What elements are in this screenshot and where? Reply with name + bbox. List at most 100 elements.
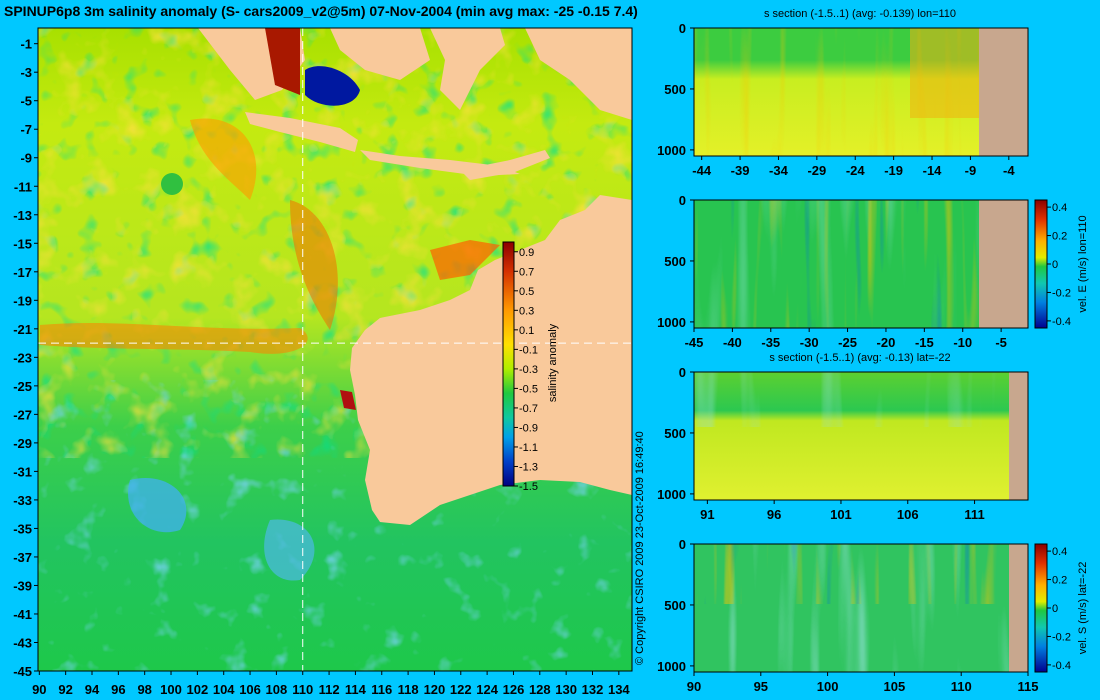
salinity-colorbar-ticks: 0.9 0.7 0.5 0.3 0.1 -0.1 -0.3 -0.5 -0.7 -0.9 -1.1 -… — [514, 247, 538, 493]
map-high-salinity-east — [290, 200, 338, 330]
map-coastal-fresh — [340, 390, 356, 410]
section1-frame — [693, 27, 1029, 157]
velocity-colorbar-tick-label: 0.2 — [1052, 575, 1067, 587]
map-frame — [37, 27, 633, 672]
map-y-tick-label: -27 — [13, 407, 32, 422]
section-x-tick-label: -45 — [685, 335, 704, 350]
map-x-tick-label: 108 — [266, 682, 288, 697]
velocity-s-colorbar-label: vel. S (m/s) lat=-22 — [1077, 562, 1089, 655]
section2-texture-aqua — [694, 200, 979, 328]
section1-plot — [694, 28, 1028, 156]
map-eddy-dot — [161, 173, 183, 195]
section-x-tick-label: 111 — [964, 507, 984, 522]
map-y-tick-label: -25 — [13, 379, 32, 394]
section-x-tick-label: 101 — [830, 507, 852, 522]
map-x-tick-label: 104 — [213, 682, 235, 697]
salinity-colorbar — [502, 241, 515, 487]
section-y-tick-label: 1000 — [657, 487, 686, 502]
section3-frame — [693, 371, 1029, 501]
section-x-tick-label: 100 — [817, 679, 839, 694]
section-x-tick-label: -30 — [800, 335, 819, 350]
section3-x-ticks: 91 96 101 106 111 — [700, 500, 985, 522]
map-high-salinity-north — [190, 118, 257, 200]
map-x-tick-label: 102 — [187, 682, 209, 697]
section4-x-ticks: 90 95 100 105 110 115 — [687, 672, 1038, 694]
figure-title: SPINUP6p8 3m salinity anomaly (S- cars20… — [4, 3, 638, 19]
section1-warm-patch — [910, 28, 980, 118]
map-x-tick-label: 92 — [58, 682, 72, 697]
map-land-sumatra-hot — [265, 28, 300, 95]
salinity-colorbar-tick-label: -0.7 — [519, 403, 538, 415]
map-x-tick-label: 94 — [85, 682, 100, 697]
section-x-tick-label: -14 — [923, 163, 943, 178]
section-x-tick-label: -24 — [846, 163, 866, 178]
map-y-ticks: -1 -3 -5 -7 -9 -11 -13 -15 -17 -19 -21 -23 -25 -27 -29… — [13, 37, 38, 679]
section3-texture — [694, 372, 1009, 427]
section-y-tick-label: 1000 — [657, 659, 686, 674]
map-land-sulawesi — [430, 28, 505, 110]
map-y-tick-label: -11 — [14, 179, 32, 194]
section3-y-ticks: 0 500 1000 — [657, 365, 694, 502]
section3-plot — [694, 372, 1028, 500]
map-x-tick-label: 110 — [292, 682, 313, 697]
map-y-tick-label: -21 — [13, 322, 32, 337]
map-coastal-warm — [430, 240, 500, 280]
map-land-australia — [350, 195, 632, 525]
salinity-colorbar-tick-label: -1.5 — [519, 481, 538, 493]
section-x-tick-label: 96 — [767, 507, 781, 522]
section-x-tick-label: 110 — [951, 679, 972, 694]
map-x-tick-label: 112 — [319, 682, 340, 697]
map-y-tick-label: -1 — [20, 37, 32, 52]
map-y-tick-label: -19 — [13, 293, 32, 308]
section-y-tick-label: 500 — [664, 598, 686, 613]
copyright-text: © Copyright CSIRO 2009 23-Oct-2009 16:49… — [634, 431, 646, 665]
section-y-tick-label: 0 — [679, 365, 686, 380]
section1-title: s section (-1.5..1) (avg: -0.139) lon=11… — [764, 8, 956, 20]
salinity-colorbar-tick-label: -0.5 — [519, 383, 538, 395]
section-x-tick-label: 105 — [884, 679, 906, 694]
section-x-tick-label: -9 — [965, 163, 977, 178]
section-x-tick-label: -25 — [838, 335, 857, 350]
map-fresh-plume — [305, 66, 360, 106]
section3-land — [1009, 372, 1028, 500]
salinity-colorbar-tick-label: 0.1 — [519, 325, 534, 337]
section-x-tick-label: -4 — [1003, 163, 1015, 178]
section-y-tick-label: 500 — [664, 254, 686, 269]
velocity-colorbar-tick-label: -0.4 — [1052, 316, 1071, 328]
map-y-tick-label: -43 — [13, 635, 32, 650]
map-x-tick-label: 114 — [345, 682, 367, 697]
section1-y-ticks: 0 500 1000 — [657, 21, 694, 158]
map-x-tick-label: 134 — [608, 682, 630, 697]
map-y-tick-label: -33 — [13, 493, 32, 508]
velocity-e-colorbar-label: vel. E (m/s) lon=110 — [1077, 215, 1089, 312]
map-x-tick-label: 124 — [476, 682, 498, 697]
salinity-colorbar-tick-label: 0.5 — [519, 286, 534, 298]
map-y-tick-label: -45 — [13, 664, 32, 679]
section2-y-ticks: 0 500 1000 — [657, 193, 694, 330]
salinity-colorbar-tick-label: -0.3 — [519, 364, 538, 376]
map-y-tick-label: -23 — [13, 350, 32, 365]
section4-y-ticks: 0 500 1000 — [657, 537, 694, 674]
map-y-tick-label: -5 — [20, 94, 32, 109]
map-y-tick-label: -7 — [20, 122, 32, 137]
section-y-tick-label: 1000 — [657, 143, 686, 158]
section2-plot — [694, 200, 1028, 328]
map-x-tick-label: 120 — [424, 682, 446, 697]
map-x-tick-label: 98 — [137, 682, 151, 697]
section3-title: s section (-1.5..1) (avg: -0.13) lat=-22 — [769, 352, 950, 364]
map-x-tick-label: 96 — [111, 682, 125, 697]
salinity-colorbar-label: salinity anomaly — [547, 323, 559, 402]
section-x-tick-label: 95 — [754, 679, 768, 694]
salinity-colorbar-tick-label: -1.3 — [519, 461, 538, 473]
map-land-borneo — [330, 28, 430, 80]
velocity-colorbar-tick-label: 0.2 — [1052, 231, 1067, 243]
section2-land — [979, 200, 1028, 328]
section2-x-ticks: -45 -40 -35 -30 -25 -20 -15 -10 -5 — [685, 328, 1007, 350]
section4-land — [1009, 544, 1028, 672]
map-y-tick-label: -37 — [13, 550, 32, 565]
section4-plot — [694, 544, 1028, 672]
map-y-tick-label: -35 — [13, 521, 32, 536]
map-y-tick-label: -15 — [13, 236, 32, 251]
section-x-tick-label: -40 — [723, 335, 742, 350]
map-x-tick-label: 100 — [160, 682, 182, 697]
